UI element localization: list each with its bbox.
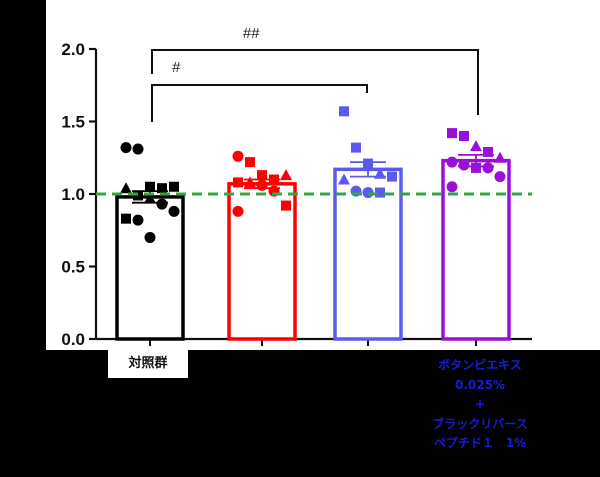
x-label-treatment-line-4: ブラックリバース (432, 416, 528, 431)
data-point (446, 156, 458, 168)
x-label-treatment-line-3: + (474, 397, 486, 411)
data-point (144, 232, 156, 243)
data-point (257, 170, 267, 181)
y-tick-label: 1.5 (61, 113, 85, 132)
data-point (339, 106, 349, 117)
significance-label-2: ## (243, 25, 260, 42)
data-point (132, 143, 144, 155)
data-point (245, 157, 255, 168)
data-point (120, 142, 132, 154)
data-point (482, 162, 494, 174)
y-tick-label: 2.0 (61, 40, 85, 59)
data-point (471, 162, 481, 173)
data-point (244, 176, 256, 188)
data-point (120, 182, 132, 194)
data-point (351, 142, 361, 153)
data-point (446, 181, 458, 193)
data-point (232, 150, 244, 162)
y-tick-label: 0.5 (61, 258, 85, 277)
data-point (233, 177, 243, 188)
y-tick-label: 0.0 (61, 330, 85, 349)
data-point (494, 171, 506, 183)
data-point (458, 159, 470, 171)
data-point (168, 205, 180, 217)
x-label-treatment-line-1: ボタンピエキス (438, 358, 522, 372)
data-point (156, 198, 168, 210)
data-point (232, 205, 244, 217)
data-point (281, 200, 291, 211)
data-point (132, 214, 144, 226)
data-point (157, 183, 167, 194)
data-point (338, 173, 350, 185)
data-point (121, 213, 131, 224)
data-point (375, 187, 385, 198)
data-point (494, 151, 506, 163)
data-point (483, 146, 493, 157)
data-point (470, 140, 482, 152)
significance-label-1: # (172, 59, 181, 76)
data-point (459, 131, 469, 141)
significance-bracket-2 (151, 49, 479, 115)
x-label-treatment-line-5: ペプチド１ 1% (433, 436, 527, 450)
data-point (280, 169, 292, 181)
x-label-treatment: ボタンピエキス 0.025% + ブラックリバース ペプチド１ 1% (410, 356, 550, 454)
data-point (387, 171, 397, 182)
data-point (145, 181, 155, 192)
significance-bracket-1 (151, 84, 368, 122)
control-label-box (108, 350, 188, 378)
data-point (447, 128, 457, 139)
data-point (169, 181, 179, 192)
x-label-control: 対照群 (128, 356, 168, 371)
x-label-treatment-line-2: 0.025% (455, 377, 505, 392)
y-tick-label: 1.0 (61, 185, 85, 204)
